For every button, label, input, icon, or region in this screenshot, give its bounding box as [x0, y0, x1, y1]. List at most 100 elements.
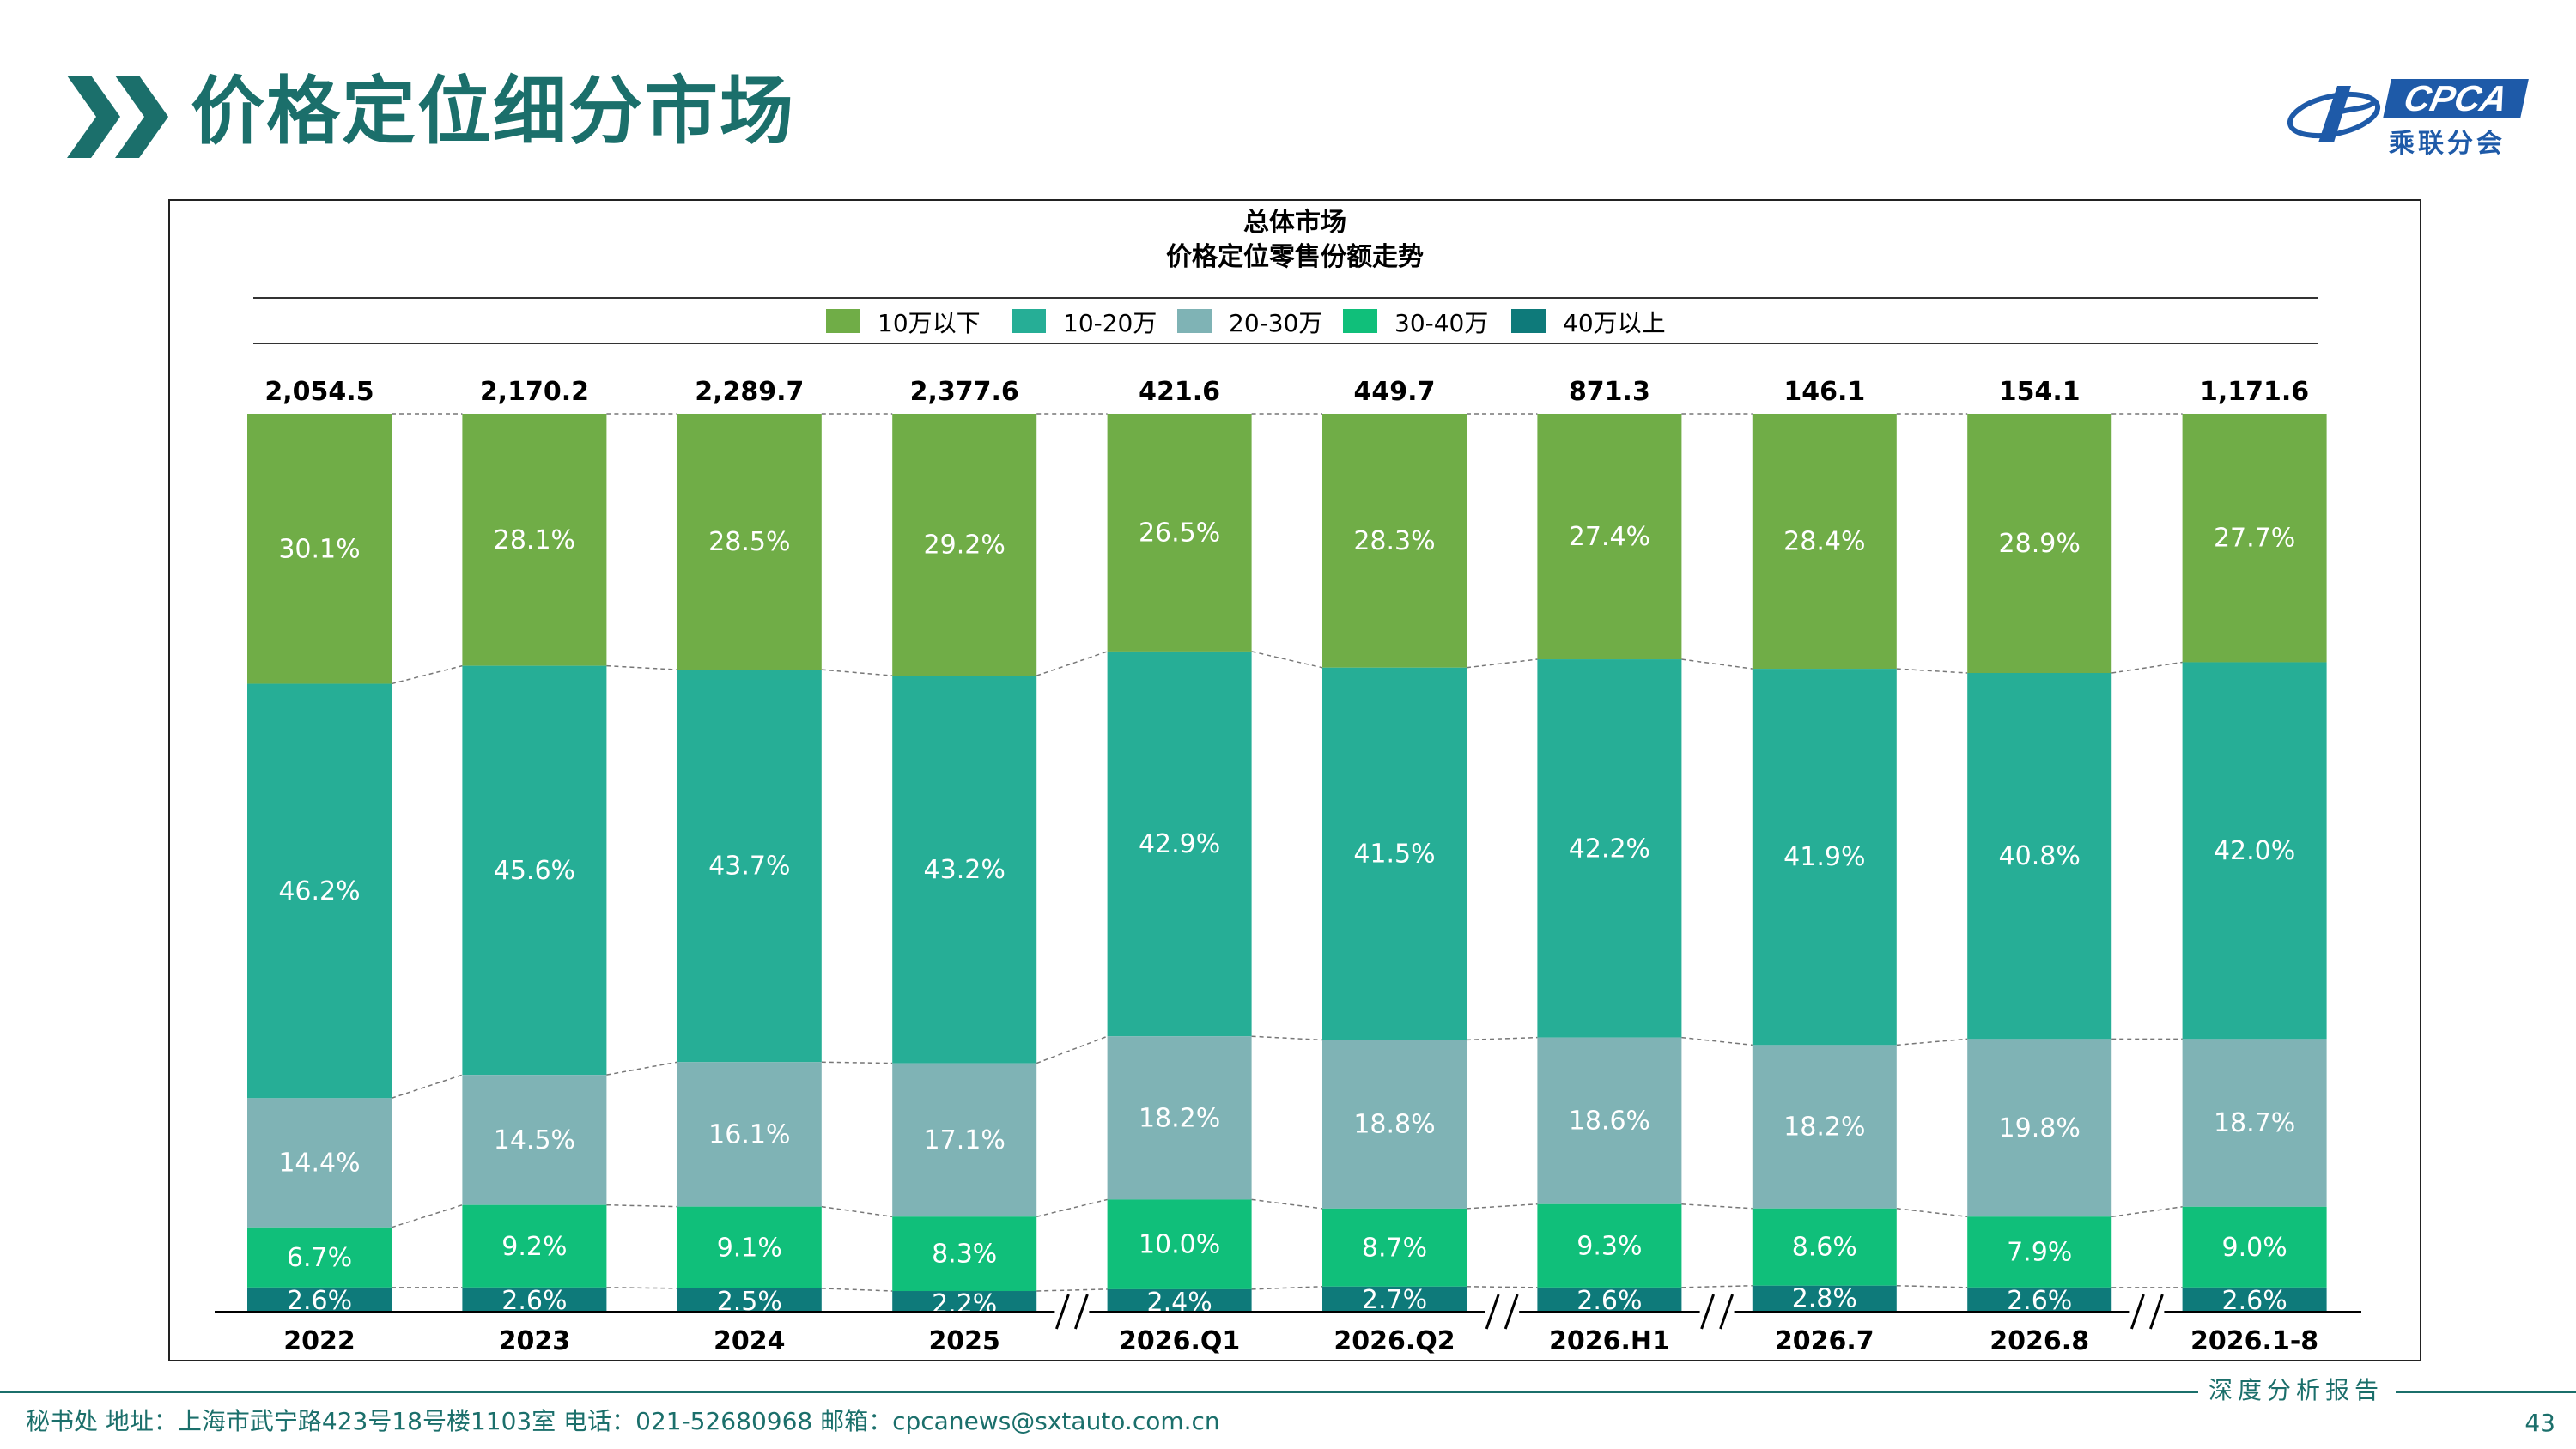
axis-break-mark: [1485, 1294, 1500, 1330]
segment-label: 19.8%: [1999, 1113, 2081, 1143]
segment-label: 2.6%: [2221, 1286, 2287, 1316]
bar-segment: [1107, 651, 1252, 1037]
legend-swatch: [826, 309, 860, 333]
bar-total-label: 2,054.5: [264, 377, 374, 407]
bar-segment: [677, 670, 822, 1063]
footer-contact-info: 秘书处 地址：上海市武宁路423号18号楼1103室 电话：021-526809…: [26, 1407, 1220, 1435]
bar-segment: [1107, 1288, 1252, 1311]
bar-segment: [677, 414, 822, 670]
legend-label: 10万以下: [878, 309, 981, 337]
bar-segment: [247, 414, 392, 684]
x-tick-label: 2026.7: [1775, 1326, 1874, 1356]
connector-line: [821, 1288, 893, 1292]
segment-label: 28.5%: [708, 527, 790, 557]
x-tick-label: 2026.Q1: [1119, 1326, 1240, 1356]
bar-segment: [1752, 1208, 1897, 1286]
segment-label: 8.3%: [932, 1240, 997, 1270]
axis-break-mark: [1719, 1294, 1735, 1330]
bar-segment: [1537, 1037, 1682, 1204]
bar-segment: [1537, 1203, 1682, 1288]
bar-segment: [677, 1062, 822, 1207]
segment-label: 28.3%: [1353, 526, 1435, 556]
segment-label: 2.6%: [2007, 1286, 2072, 1316]
segment-label: 2.6%: [287, 1286, 352, 1316]
axis-break-mark: [2129, 1294, 2145, 1330]
bar-segment: [462, 414, 607, 666]
bar-segment: [677, 1288, 822, 1311]
bar-segment: [892, 1216, 1037, 1292]
bar-segment: [677, 1206, 822, 1288]
bar-segment: [1752, 1285, 1897, 1311]
axis-break-gap: [1054, 1293, 1090, 1331]
segment-label: 9.1%: [717, 1233, 782, 1263]
footer-divider-right: [2396, 1391, 2576, 1393]
segment-label: 9.2%: [501, 1232, 567, 1262]
connector-line: [1896, 1038, 1968, 1046]
bar-segment: [1537, 414, 1682, 660]
segment-label: 40.8%: [1999, 841, 2081, 871]
bar-segment: [462, 665, 607, 1076]
connector-line: [2111, 661, 2183, 674]
connector-line: [1681, 1036, 1753, 1046]
segment-label: 18.2%: [1139, 1103, 1220, 1133]
segment-label: 9.0%: [2221, 1233, 2287, 1263]
segment-label: 9.3%: [1577, 1231, 1642, 1261]
double-chevron-icon: [67, 76, 168, 158]
bar-segment: [247, 683, 392, 1099]
page-number: 43: [2524, 1409, 2555, 1437]
bar-segment: [1537, 1287, 1682, 1311]
connector-line: [606, 1061, 677, 1076]
segment-label: 18.8%: [1353, 1110, 1435, 1140]
axis-break-mark: [1073, 1294, 1089, 1330]
report-label: 深度分析报告: [2208, 1376, 2385, 1404]
logo-mark-icon: [2287, 86, 2381, 142]
connector-line: [391, 664, 463, 685]
segment-label: 41.5%: [1353, 840, 1435, 870]
connector-line: [1036, 1198, 1108, 1218]
segment-label: 2.2%: [932, 1289, 997, 1319]
segment-label: 45.6%: [494, 856, 575, 886]
connector-line: [2111, 1206, 2183, 1218]
legend-label: 10-20万: [1063, 309, 1157, 337]
segment-label: 46.2%: [278, 876, 360, 906]
axis-break-gap: [2129, 1293, 2165, 1331]
axis-break-gap: [1485, 1293, 1520, 1331]
bar-total-label: 154.1: [1999, 377, 2081, 407]
x-tick-label: 2022: [283, 1326, 355, 1356]
segment-label: 43.2%: [924, 855, 1005, 885]
bar-total-label: 2,377.6: [910, 377, 1019, 407]
bar-segment: [1967, 1216, 2112, 1288]
segment-label: 43.7%: [708, 852, 790, 882]
bar-segment: [2182, 1206, 2327, 1288]
x-tick-label: 2026.1-8: [2190, 1326, 2318, 1356]
segment-label: 18.7%: [2214, 1108, 2295, 1138]
segment-label: 30.1%: [278, 534, 360, 564]
cpca-logo: CPCA 乘联分会: [2284, 74, 2533, 160]
connector-line: [1896, 1284, 1968, 1288]
segment-label: 7.9%: [2007, 1238, 2072, 1268]
connector-line: [606, 664, 677, 670]
segment-label: 16.1%: [708, 1119, 790, 1149]
segment-label: 42.2%: [1569, 834, 1650, 864]
x-tick-label: 2026.8: [1990, 1326, 2089, 1356]
segment-label: 18.2%: [1783, 1113, 1865, 1143]
connector-line: [606, 1203, 677, 1208]
x-tick-label: 2025: [928, 1326, 1000, 1356]
legend-swatch: [1343, 309, 1377, 333]
bar-total-label: 871.3: [1569, 377, 1650, 407]
segment-label: 2.8%: [1792, 1284, 1857, 1314]
bar-segment: [2182, 662, 2327, 1040]
bar-segment: [892, 676, 1037, 1064]
segment-label: 10.0%: [1139, 1230, 1220, 1260]
connector-line: [1466, 1036, 1538, 1041]
bar-segment: [2182, 1287, 2327, 1311]
connector-line: [1036, 1288, 1108, 1292]
bar-segment: [462, 1075, 607, 1205]
segment-label: 27.7%: [2214, 524, 2295, 554]
connector-line: [1251, 1035, 1323, 1041]
bar-segment: [1322, 1208, 1467, 1287]
connector-line: [1466, 658, 1538, 669]
segment-label: 42.9%: [1139, 829, 1220, 859]
bar-segment: [892, 414, 1037, 676]
bar-segment: [247, 1287, 392, 1311]
